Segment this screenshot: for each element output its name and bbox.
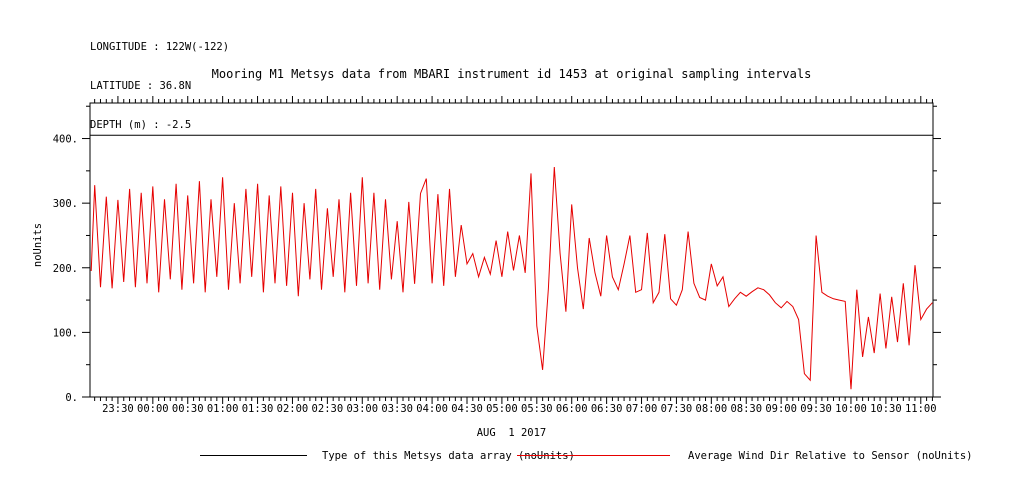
x-tick-label: 01:00 bbox=[207, 403, 239, 415]
x-tick-label: 08:00 bbox=[696, 403, 728, 415]
x-tick-label: 08:30 bbox=[730, 403, 762, 415]
x-axis-ticks bbox=[94, 96, 933, 404]
depth-text: DEPTH (m) : -2.5 bbox=[90, 119, 192, 131]
legend-line-wind bbox=[517, 455, 670, 456]
x-tick-label: 05:30 bbox=[521, 403, 553, 415]
x-tick-label: 01:30 bbox=[242, 403, 274, 415]
y-tick-label: 100. bbox=[53, 327, 78, 339]
x-tick-label: 02:00 bbox=[277, 403, 309, 415]
wind-dir-line bbox=[90, 166, 933, 390]
x-tick-label: 06:30 bbox=[591, 403, 623, 415]
x-tick-label: 09:00 bbox=[765, 403, 797, 415]
x-tick-label: 00:00 bbox=[137, 403, 169, 415]
y-axis-ticks bbox=[82, 105, 941, 398]
y-tick-label: 0. bbox=[65, 392, 78, 404]
x-tick-label: 10:30 bbox=[870, 403, 902, 415]
x-tick-label: 09:30 bbox=[800, 403, 832, 415]
x-tick-label: 11:00 bbox=[905, 403, 937, 415]
x-tick-label: 07:00 bbox=[626, 403, 658, 415]
longitude-text: LONGITUDE : 122W(-122) bbox=[90, 41, 230, 53]
plot-frame bbox=[89, 102, 934, 398]
x-axis-date-label: AUG 1 2017 bbox=[476, 427, 547, 439]
chart-title: Mooring M1 Metsys data from MBARI instru… bbox=[211, 67, 812, 81]
y-tick-label: 300. bbox=[53, 198, 78, 210]
x-tick-label: 00:30 bbox=[172, 403, 204, 415]
x-tick-label: 03:30 bbox=[381, 403, 413, 415]
x-tick-label: 03:00 bbox=[346, 403, 378, 415]
x-tick-label: 10:00 bbox=[835, 403, 867, 415]
legend-line-type bbox=[200, 455, 307, 456]
x-tick-label: 02:30 bbox=[312, 403, 344, 415]
x-tick-label: 06:00 bbox=[556, 403, 588, 415]
x-tick-label: 04:30 bbox=[451, 403, 483, 415]
x-tick-label: 05:00 bbox=[486, 403, 518, 415]
y-tick-label: 400. bbox=[53, 134, 78, 146]
x-tick-label: 23:30 bbox=[102, 403, 134, 415]
y-tick-label: 200. bbox=[53, 263, 78, 275]
station-info: LONGITUDE : 122W(-122) LATITUDE : 36.8N … bbox=[90, 15, 229, 145]
x-tick-label: 07:30 bbox=[661, 403, 693, 415]
legend-label-wind: Average Wind Dir Relative to Sensor (noU… bbox=[688, 450, 973, 462]
x-tick-label: 04:00 bbox=[416, 403, 448, 415]
latitude-text: LATITUDE : 36.8N bbox=[90, 80, 192, 92]
legend-label-type: Type of this Metsys data array (noUnits) bbox=[322, 450, 575, 462]
